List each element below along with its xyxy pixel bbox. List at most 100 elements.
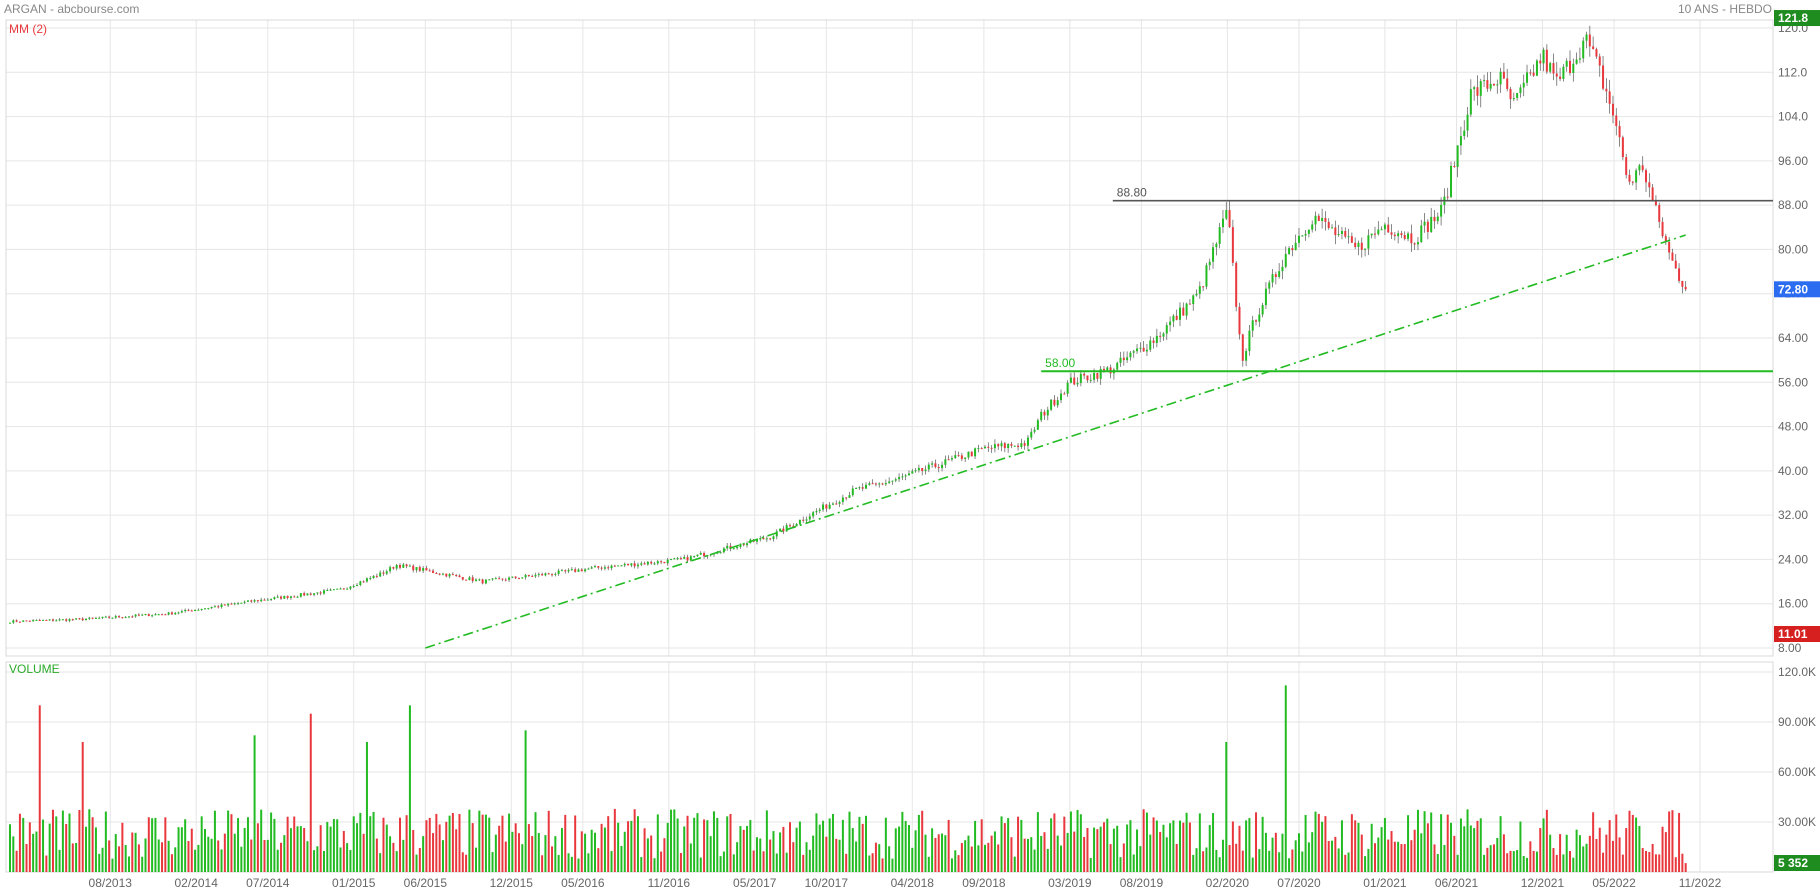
candle-body [504,579,507,581]
volume-bar [514,823,517,872]
candle-body [190,610,193,612]
candle-body [35,619,38,621]
candle-body [204,608,206,610]
volume-bar [822,820,825,872]
candle-body [1202,286,1205,288]
volume-bar [947,819,950,872]
volume-bar [1585,843,1588,872]
candle-body [954,455,957,459]
candle-body [544,573,547,576]
candle-body [1337,233,1340,236]
volume-bar [1552,848,1555,872]
volume-bar [1195,848,1198,872]
candle-body [1314,215,1317,225]
candle-body [1483,80,1486,82]
volume-bar [1139,846,1142,872]
candle-body [1102,368,1105,371]
candle-body [243,601,246,603]
candle-body [947,459,950,461]
volume-bar [1374,843,1376,872]
volume-bar [161,842,164,872]
volume-bar [729,813,732,872]
candle-body [1238,306,1241,335]
volume-bar [696,813,699,872]
candle-body [1489,83,1492,89]
volume-bar [1615,814,1618,872]
candle-body [1069,377,1072,383]
volume-bar [636,816,639,872]
volume-bar [838,839,841,872]
candle-body [1324,217,1327,222]
candle-body [670,559,673,561]
candle-body [395,565,398,569]
volume-bar [808,849,811,872]
volume-bar [1542,818,1545,872]
volume-bar [223,833,226,872]
candle-body [1506,78,1509,89]
volume-bar [227,810,230,872]
volume-bar [1628,810,1631,872]
volume-bar [501,815,504,872]
candle-body [603,567,606,569]
volume-bar [914,830,917,872]
volume-bar [441,840,444,872]
volume-bar [1324,816,1327,872]
candle-body [567,569,570,572]
candle-body [1284,253,1287,267]
candle-body [878,483,881,485]
volume-bar [1271,837,1274,872]
candle-body [560,570,563,572]
candle-body [22,620,25,622]
volume-bar [1440,814,1443,872]
volume-bar [574,815,577,872]
candle-body [898,477,901,480]
volume-bar [1126,824,1129,872]
candle-body [402,564,405,568]
candle-body [1086,375,1089,381]
volume-bar [1069,811,1072,872]
volume-bar [1387,839,1390,872]
volume-bar [1185,812,1188,872]
candle-body [329,589,332,591]
volume-bar [1416,809,1419,872]
candle-body [164,614,167,616]
candle-body [980,448,983,450]
candle-body [1572,63,1575,73]
volume-bar [1122,843,1125,872]
volume-bar [1010,837,1013,872]
candle-body [494,578,497,580]
candle-body [1182,307,1185,316]
volume-bar [967,835,970,872]
candle-body [1618,126,1621,138]
candle-body [127,616,130,618]
candle-body [246,600,249,602]
volume-bar [147,817,150,872]
candle-body [25,620,28,622]
candle-body [1023,443,1026,446]
candle-body [1046,409,1049,416]
volume-bar [855,841,858,872]
volume-bar [468,809,471,872]
volume-bar [924,834,927,872]
candle-body [1010,443,1013,446]
volume-bar [455,829,458,872]
volume-bar [1218,857,1221,872]
candle-body [815,510,818,513]
candle-body [365,578,368,582]
volume-bar [653,858,656,872]
candle-body [1175,315,1178,320]
candle-body [1013,445,1016,447]
volume-bar [1631,814,1634,872]
volume-bar [1192,854,1195,872]
volume-bar [104,811,107,872]
candle-body [362,581,365,583]
volume-bar [881,858,884,872]
candle-body [488,579,491,581]
volume-bar [901,811,904,872]
volume-bar [1638,825,1641,872]
price-tick-label: 48.00 [1778,420,1808,434]
candle-body [1162,333,1165,337]
volume-bar [1208,825,1211,872]
candle-body [997,444,1000,447]
candle-body [104,616,107,618]
